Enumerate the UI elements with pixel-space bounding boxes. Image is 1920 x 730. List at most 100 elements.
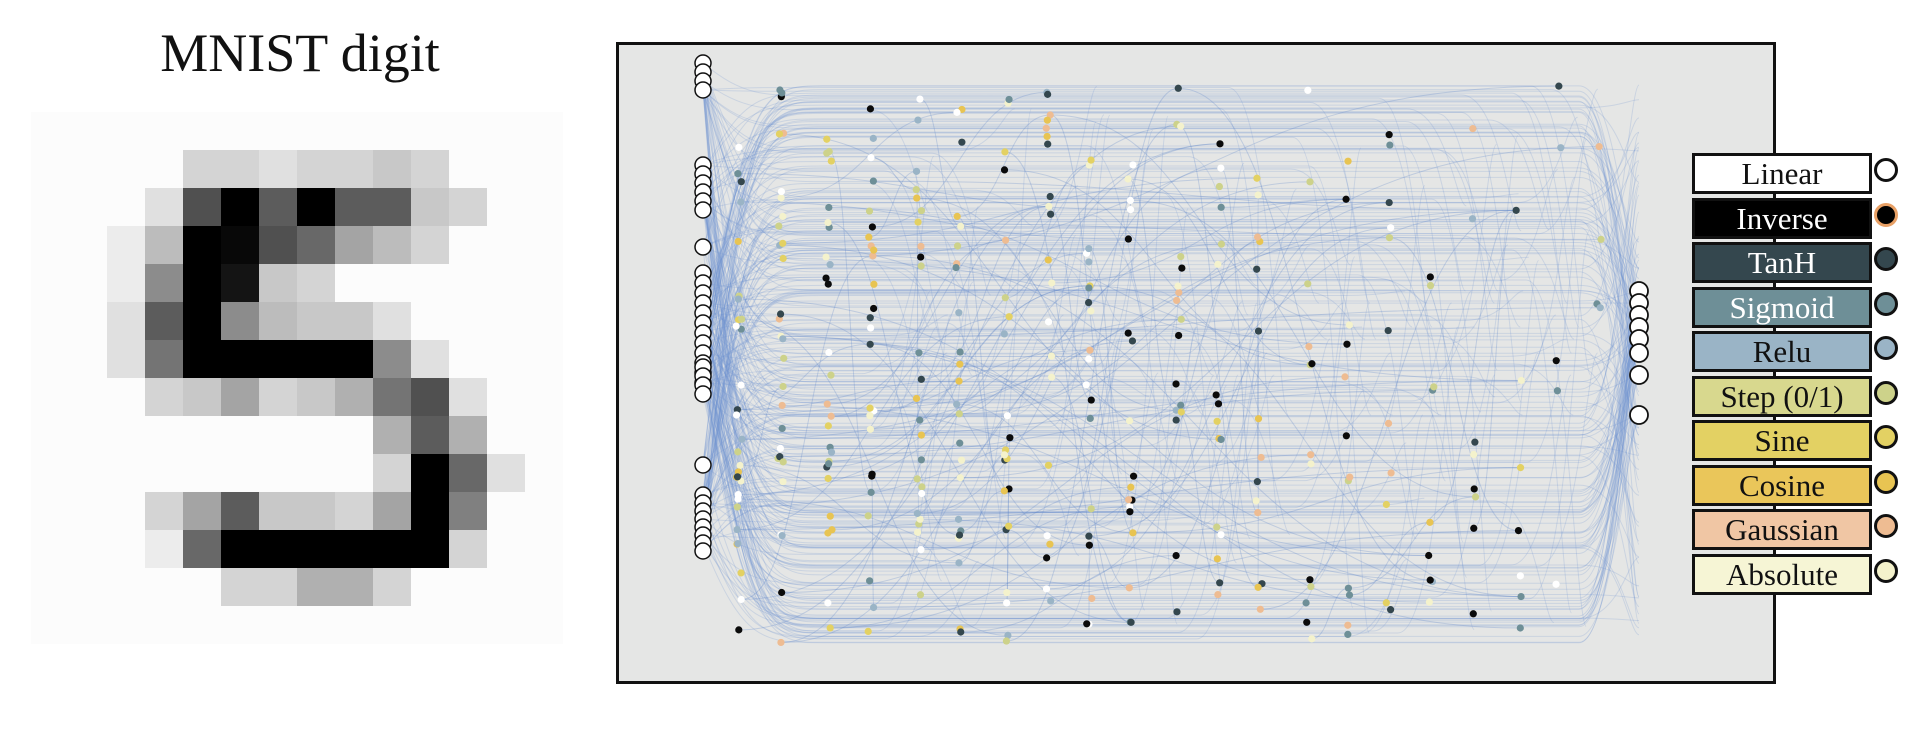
input-node	[694, 385, 712, 403]
network-edge	[1260, 209, 1517, 610]
network-edge	[1132, 467, 1521, 534]
mnist-pixel	[297, 302, 335, 340]
network-edge	[702, 314, 1640, 361]
network-edge	[702, 62, 1640, 416]
hidden-node	[1046, 192, 1054, 201]
hidden-node	[913, 509, 921, 518]
hidden-node	[867, 488, 875, 496]
legend-marker	[1874, 514, 1898, 538]
hidden-node	[917, 207, 926, 215]
mnist-pixel	[487, 150, 525, 188]
hidden-node	[1597, 235, 1605, 243]
hidden-node	[1004, 631, 1012, 639]
hidden-node	[956, 439, 964, 447]
hidden-node	[776, 310, 785, 318]
network-edge	[702, 85, 1592, 395]
network-edge	[702, 164, 1291, 535]
network-edge	[702, 246, 1473, 402]
hidden-node	[866, 404, 874, 412]
hidden-node	[953, 242, 962, 250]
hidden-node	[1046, 540, 1054, 548]
hidden-node	[1044, 461, 1053, 469]
mnist-pixel	[31, 606, 69, 644]
hidden-node	[1048, 279, 1056, 287]
hidden-node	[865, 233, 873, 241]
network-edge	[702, 131, 1640, 364]
hidden-node	[1129, 472, 1138, 480]
legend-marker	[1874, 158, 1898, 182]
network-edge	[826, 285, 1090, 468]
hidden-node	[735, 626, 743, 634]
legend-marker	[1874, 291, 1898, 316]
hidden-node	[779, 212, 787, 221]
mnist-pixel	[373, 340, 411, 378]
mnist-pixel	[31, 530, 69, 568]
network-edge	[782, 307, 1601, 340]
hidden-node	[1213, 523, 1221, 531]
network-edge	[702, 62, 1640, 366]
network-edge	[702, 338, 1567, 395]
network-edge	[702, 314, 1640, 546]
network-edge	[1088, 227, 1391, 537]
mnist-pixel	[259, 454, 297, 492]
mnist-pixel	[335, 188, 373, 226]
hidden-node	[1000, 330, 1008, 338]
network-edge	[827, 205, 1049, 405]
network-edge	[702, 215, 1640, 386]
network-edge	[827, 222, 960, 536]
network-edge	[702, 231, 1590, 600]
hidden-node	[917, 375, 925, 383]
network-edge	[702, 209, 1243, 416]
mnist-pixel	[449, 302, 487, 340]
mnist-pixel	[373, 416, 411, 454]
network-edge	[702, 173, 948, 337]
hidden-node	[1177, 401, 1185, 409]
hidden-node	[1213, 417, 1221, 425]
mnist-pixel	[411, 264, 449, 302]
mnist-pixel	[183, 226, 221, 264]
mnist-pixel	[525, 492, 563, 530]
hidden-node	[1006, 434, 1014, 442]
hidden-node	[956, 474, 964, 482]
mnist-pixel	[107, 188, 145, 226]
network-edge	[702, 302, 1640, 495]
hidden-node	[918, 489, 926, 498]
hidden-node	[823, 400, 831, 408]
hidden-node	[1087, 505, 1095, 513]
network-edge	[702, 85, 1640, 386]
hidden-node	[732, 322, 740, 330]
mnist-pixel	[145, 454, 183, 492]
network-edge	[702, 338, 1120, 528]
network-edge	[702, 132, 1640, 429]
hidden-node	[1345, 321, 1353, 329]
network-edge	[702, 272, 1640, 519]
hidden-node	[913, 194, 921, 202]
legend-item-gaussian: Gaussian	[1692, 509, 1872, 550]
network-edge	[1176, 409, 1220, 584]
network-edge	[702, 292, 1640, 584]
network-edge	[702, 138, 1587, 463]
network-edge	[702, 332, 1640, 590]
hidden-node	[917, 546, 925, 554]
hidden-node	[1256, 605, 1264, 613]
network-edge	[920, 486, 1131, 551]
legend-item-linear: Linear	[1692, 153, 1872, 194]
network-edge	[702, 148, 1495, 304]
mnist-pixel	[373, 568, 411, 606]
mnist-pixel	[183, 340, 221, 378]
hidden-node	[777, 187, 786, 196]
network-edge	[1127, 178, 1177, 411]
network-edge	[702, 200, 1509, 345]
hidden-node	[1085, 244, 1093, 253]
network-edge	[702, 234, 1077, 520]
legend-item-step-0-1: Step (0/1)	[1692, 375, 1872, 417]
network-edge	[702, 267, 959, 512]
mnist-pixel	[525, 264, 563, 302]
network-edge	[702, 290, 941, 366]
network-edge	[917, 167, 1221, 514]
mnist-pixel	[525, 378, 563, 416]
network-edge	[702, 312, 1640, 439]
legend-item-cosine: Cosine	[1692, 464, 1872, 506]
mnist-pixel	[335, 302, 373, 340]
network-edges	[702, 62, 1640, 644]
